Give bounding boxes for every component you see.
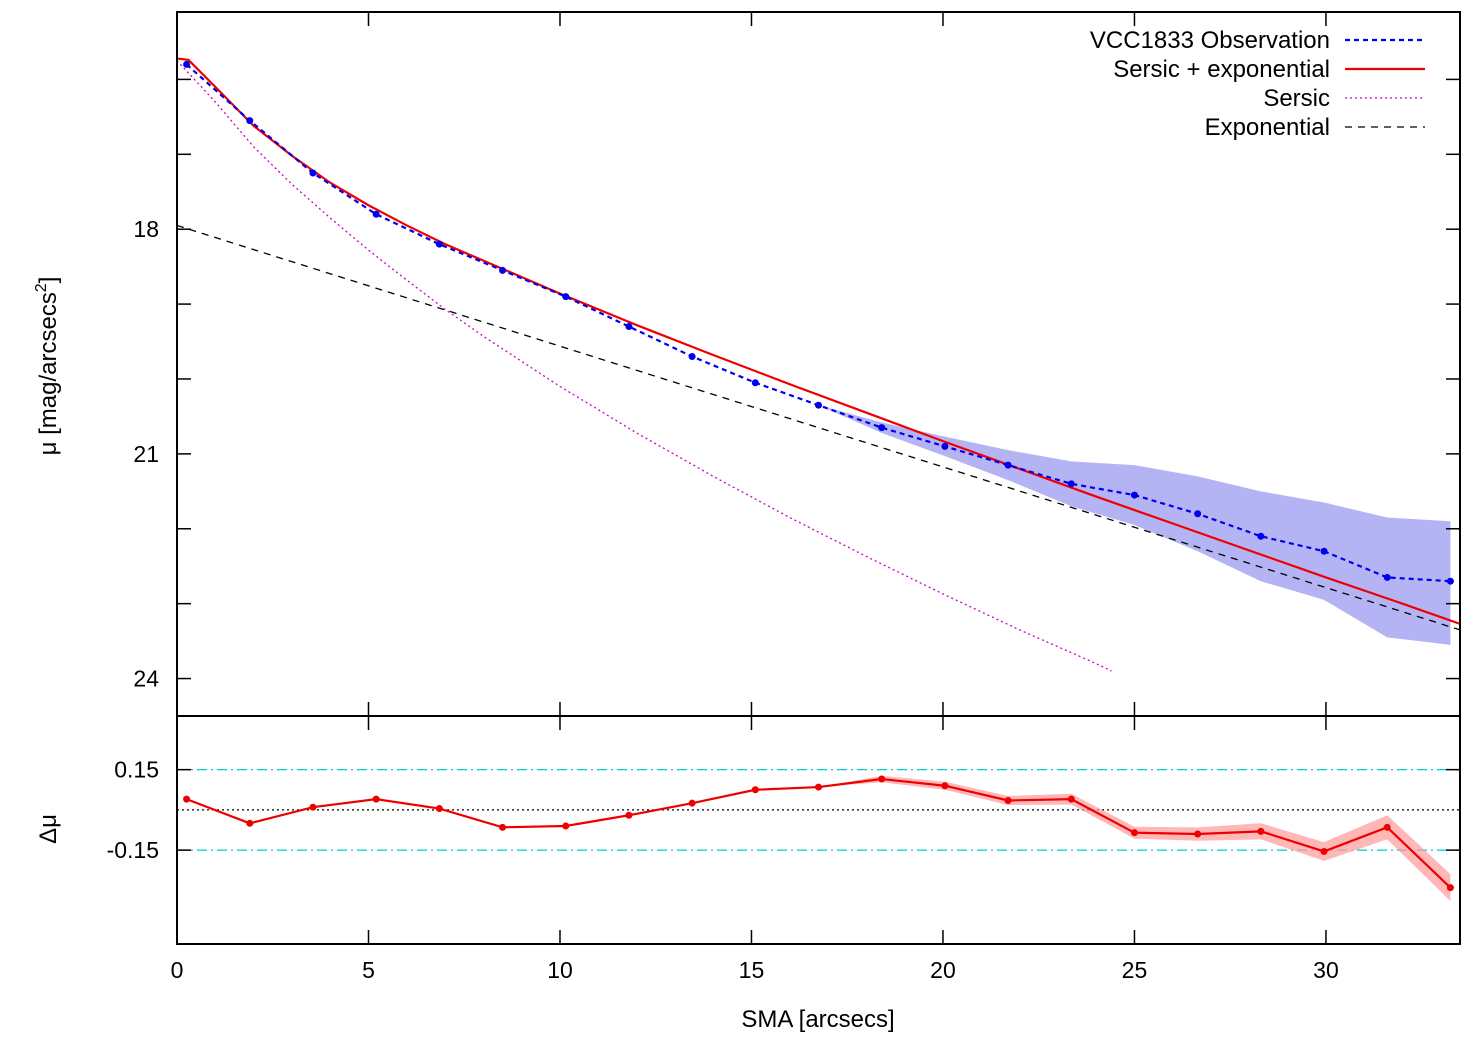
series-line-exponential	[177, 224, 1460, 631]
x-tick-label: 30	[1313, 957, 1339, 983]
residual-point	[1446, 884, 1454, 892]
x-tick-label: 5	[362, 957, 375, 983]
observation-point	[1067, 480, 1075, 488]
observation-point	[1383, 573, 1391, 581]
observation-point	[499, 266, 507, 274]
residual-point	[1194, 830, 1202, 838]
legend-label-exponential: Exponential	[1205, 114, 1330, 141]
residual-panel: 0 5 10 15 20 25 30 0.15 -0.15	[107, 715, 1461, 983]
observation-point	[1320, 547, 1328, 555]
residual-point	[183, 795, 191, 803]
residual-plot-area	[177, 768, 1460, 902]
series-line-sersic	[177, 60, 1112, 672]
observation-point	[1194, 510, 1202, 518]
observation-point	[562, 293, 570, 301]
residual-point	[1257, 827, 1265, 835]
y-tick-label: 24	[133, 666, 159, 692]
observation-point	[1004, 461, 1012, 469]
y-tick-label: -0.15	[107, 837, 159, 863]
residual-frame	[176, 715, 1461, 945]
residual-point	[815, 783, 822, 791]
residual-point	[1383, 823, 1391, 831]
residual-error-band	[186, 775, 1451, 902]
y-tick-label: 18	[133, 216, 159, 242]
observation-point	[625, 323, 633, 331]
residual-point	[1004, 796, 1012, 804]
residual-point	[372, 795, 380, 803]
observation-error-band	[186, 64, 1451, 645]
observation-point	[815, 401, 822, 409]
residual-point	[499, 823, 507, 831]
observation-point	[246, 117, 254, 125]
legend-label-sersic-exponential: Sersic + exponential	[1113, 56, 1330, 83]
observation-point	[183, 60, 191, 68]
observation-point	[1130, 491, 1138, 499]
observation-point	[751, 379, 759, 387]
residual-point	[878, 775, 886, 783]
residual-point	[1130, 829, 1138, 837]
x-tick-label: 0	[171, 957, 184, 983]
x-axis-title: SMA [arcsecs]	[741, 1006, 894, 1033]
legend-label-sersic: Sersic	[1263, 85, 1330, 112]
observation-point	[878, 424, 886, 432]
observation-point	[688, 353, 696, 361]
observation-point	[1257, 532, 1265, 540]
residual-point	[309, 803, 317, 811]
observation-point	[309, 169, 317, 177]
y-axis-title-profile: μ [mag/arcsecs2]	[33, 277, 62, 456]
residual-point	[435, 805, 443, 813]
series-line-sersic-exponential	[177, 57, 1460, 625]
observation-point	[1446, 577, 1454, 585]
residual-point	[625, 811, 633, 819]
y-tick-label: 21	[133, 441, 159, 467]
residual-point	[751, 786, 759, 794]
observation-point	[372, 210, 380, 218]
x-tick-label: 20	[930, 957, 956, 983]
y-tick-label: 0.15	[114, 757, 159, 783]
x-tick-label: 10	[547, 957, 573, 983]
residual-point	[688, 799, 696, 807]
observation-point	[941, 442, 949, 450]
y-axis-title-residual: Δμ	[35, 814, 62, 844]
residual-point	[941, 782, 949, 790]
profile-plot-area	[177, 57, 1460, 672]
residual-point	[562, 822, 570, 830]
residual-point	[246, 819, 254, 827]
x-tick-label: 25	[1122, 957, 1148, 983]
residual-point	[1320, 847, 1328, 855]
observation-point	[435, 240, 443, 248]
residual-point	[1067, 795, 1075, 803]
legend-label-vcc1833-observation: VCC1833 Observation	[1090, 27, 1330, 54]
x-tick-label: 15	[739, 957, 765, 983]
